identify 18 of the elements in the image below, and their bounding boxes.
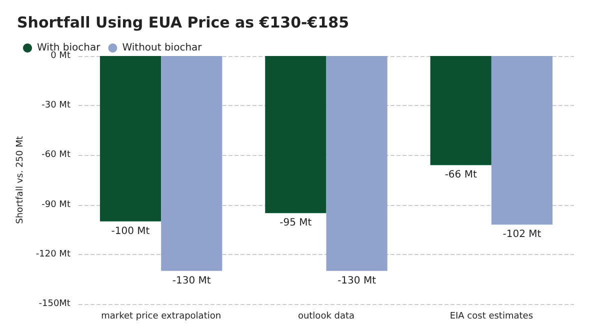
legend-label: Without biochar (122, 42, 203, 54)
y-tick-label: -90 Mt (42, 200, 71, 210)
chart-title: Shortfall Using EUA Price as €130-€185 (17, 14, 350, 32)
data-label: -66 Mt (444, 170, 477, 181)
data-label: -95 Mt (280, 218, 312, 229)
y-tick-label: -60 Mt (42, 150, 71, 160)
x-tick-label: outlook data (298, 312, 355, 322)
data-label: -130 Mt (338, 275, 376, 286)
y-tick-label: -150Mt (38, 299, 71, 309)
data-label: -102 Mt (502, 229, 542, 240)
data-label: -130 Mt (172, 275, 211, 286)
x-tick-label: market price extrapolation (101, 312, 222, 322)
y-axis-title: Shortfall vs. 250 Mt (16, 136, 26, 224)
y-tick-label: 0 Mt (50, 51, 71, 61)
data-label: -100 Mt (111, 226, 150, 237)
y-tick-label: -30 Mt (42, 100, 71, 111)
y-tick-label: -120 Mt (36, 249, 71, 260)
x-tick-label: EIA cost estimates (450, 312, 534, 322)
